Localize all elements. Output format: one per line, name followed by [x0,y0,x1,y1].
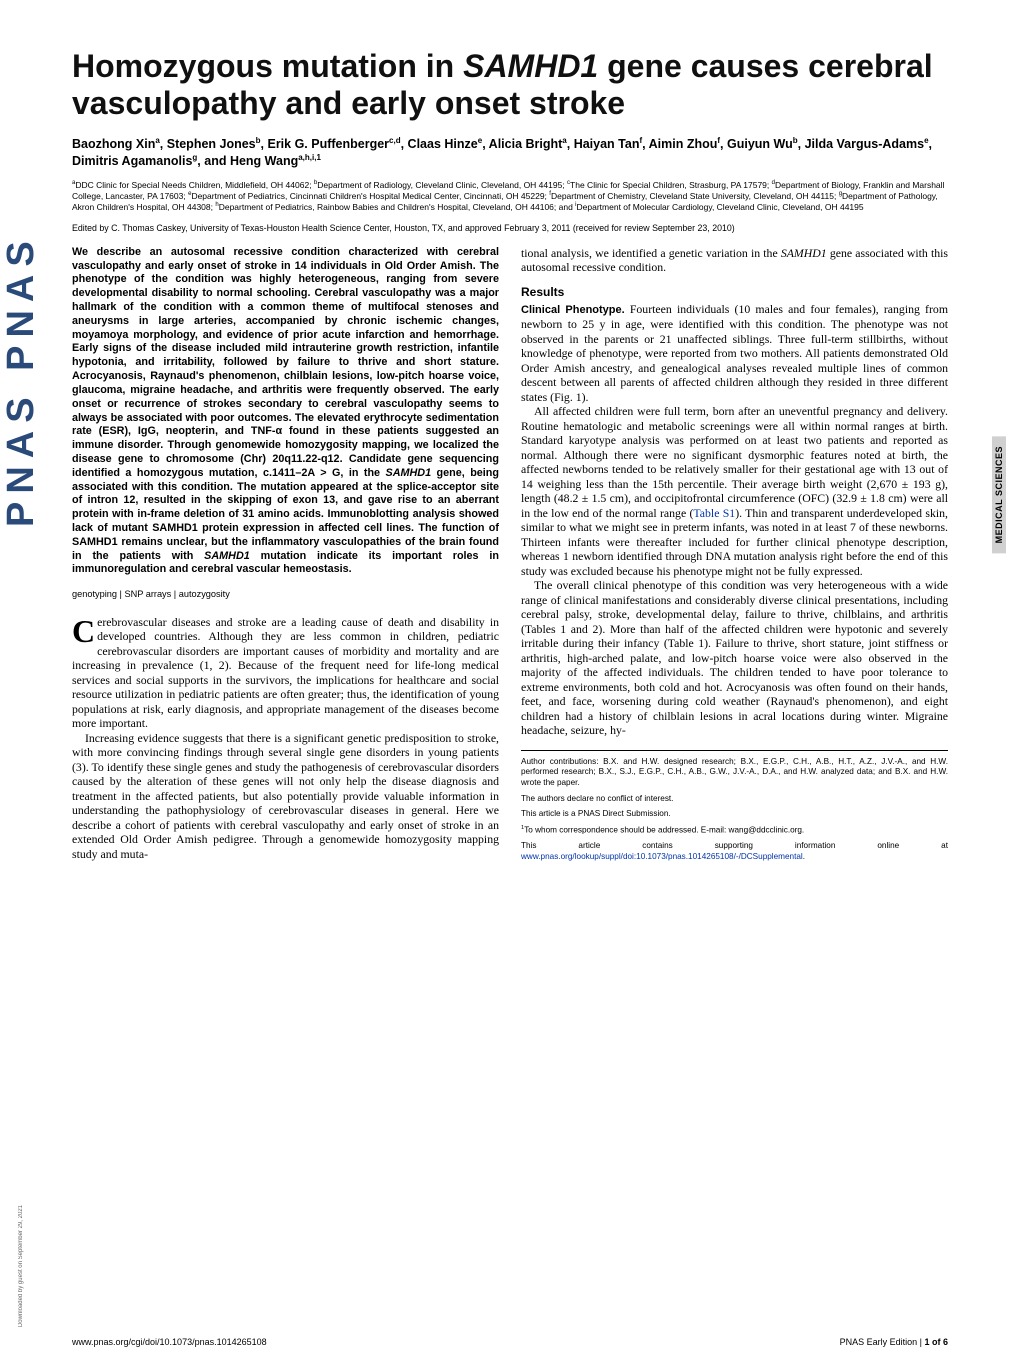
submission-type: This article is a PNAS Direct Submission… [521,809,948,820]
footer-doi: www.pnas.org/cgi/doi/10.1073/pnas.101426… [72,1337,267,1347]
results-clinical-p1: Clinical Phenotype. Fourteen individuals… [521,302,948,405]
results-clinical-p3: The overall clinical phenotype of this c… [521,578,948,738]
author-contributions: Author contributions: B.X. and H.W. desi… [521,757,948,789]
download-note: Downloaded by guest on September 29, 202… [18,1205,24,1327]
supplemental-info: This article contains supporting informa… [521,841,948,862]
body-columns: We describe an autosomal recessive condi… [72,246,948,865]
page-footer: www.pnas.org/cgi/doi/10.1073/pnas.101426… [72,1337,948,1347]
results-heading: Results [521,285,948,300]
footer-page-number: PNAS Early Edition | 1 of 6 [840,1337,948,1347]
author-list: Baozhong Xina, Stephen Jonesb, Erik G. P… [72,136,948,170]
clinical-phenotype-heading: Clinical Phenotype. [521,304,625,316]
intro-para-1: Cerebrovascular diseases and stroke are … [72,615,499,731]
correspondence: 1To whom correspondence should be addres… [521,825,948,836]
results-clinical-p1-text: Fourteen individuals (10 males and four … [521,302,948,404]
pnas-logo: PNAS PNAS [0,170,36,590]
footnotes-block: Author contributions: B.X. and H.W. desi… [521,750,948,863]
abstract: We describe an autosomal recessive condi… [72,246,499,578]
edited-by: Edited by C. Thomas Caskey, University o… [72,223,948,234]
intro-para-2-cont: tional analysis, we identified a genetic… [521,246,948,275]
keywords: genotyping | SNP arrays | autozygosity [72,589,499,600]
affiliation-list: aDDC Clinic for Special Needs Children, … [72,180,948,213]
results-clinical-p2: All affected children were full term, bo… [521,404,948,578]
article-title: Homozygous mutation in SAMHD1 gene cause… [72,48,948,122]
conflict-statement: The authors declare no conflict of inter… [521,794,948,805]
intro-para-2: Increasing evidence suggests that there … [72,731,499,862]
category-badge: MEDICAL SCIENCES [992,436,1006,553]
